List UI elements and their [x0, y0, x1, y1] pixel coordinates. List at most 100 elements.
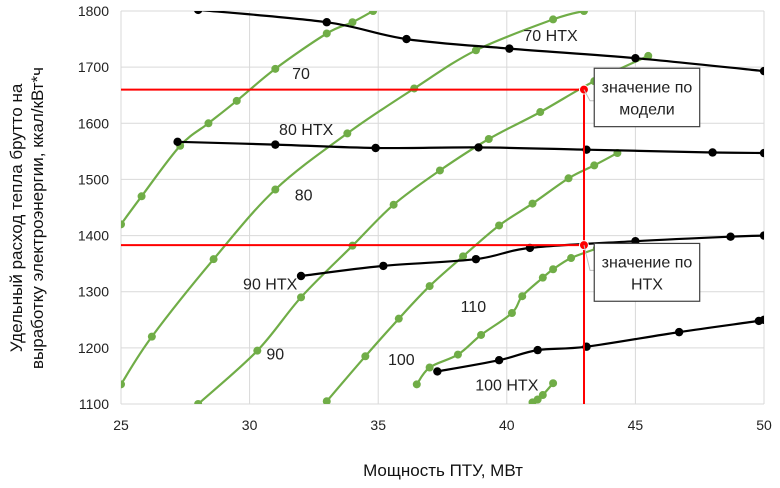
- y-tick-label: 1400: [78, 228, 109, 244]
- callout-text: значение по: [602, 254, 693, 271]
- callout-leader: [583, 89, 595, 102]
- efficiency-point: [271, 185, 280, 194]
- ntx-point: [759, 231, 764, 240]
- y-tick-label: 1200: [78, 340, 109, 356]
- efficiency-point: [137, 192, 146, 201]
- curve-label: 110: [461, 299, 487, 316]
- callout-text: НТХ: [631, 276, 663, 293]
- curve-label: 70: [292, 66, 310, 83]
- ntx-point: [471, 254, 481, 264]
- efficiency-point: [394, 314, 403, 323]
- y-axis-label-line1: Удельный расход тепла брутто на: [7, 83, 26, 352]
- ntx-point: [379, 261, 388, 271]
- efficiency-point: [121, 380, 125, 389]
- efficiency-point: [204, 119, 213, 128]
- y-axis-label-line2: выработку электроэнергии, ккал/кВт*ч: [28, 67, 47, 369]
- efficiency-point: [579, 11, 588, 15]
- callouts: значение по модели значение по НТХ: [583, 67, 701, 302]
- ntx-curves: [173, 11, 764, 376]
- efficiency-point: [528, 199, 537, 208]
- efficiency-point: [361, 352, 370, 361]
- y-tick-label: 1700: [78, 59, 109, 75]
- efficiency-curve: [415, 247, 598, 386]
- efficiency-point: [471, 46, 480, 55]
- curve-label: 70 НТХ: [523, 28, 578, 45]
- curve-label: 100 НТХ: [475, 377, 538, 394]
- efficiency-point: [297, 293, 306, 302]
- efficiency-point: [147, 332, 156, 341]
- ntx-point: [194, 11, 203, 15]
- efficiency-point: [425, 282, 434, 291]
- efficiency-point: [518, 292, 527, 301]
- ntx-point: [505, 44, 514, 53]
- efficiency-point: [253, 346, 262, 355]
- x-tick-label: 40: [499, 417, 515, 433]
- efficiency-point: [644, 51, 653, 60]
- efficiency-point: [389, 200, 398, 209]
- ntx-point: [674, 327, 684, 337]
- efficiency-curves: [121, 11, 653, 404]
- y-tick-label: 1300: [78, 284, 109, 300]
- ntx-curve: [177, 140, 764, 155]
- efficiency-point: [538, 273, 547, 282]
- efficiency-point: [536, 108, 545, 117]
- curve-label: 100: [388, 352, 415, 369]
- efficiency-point: [549, 265, 558, 274]
- red-marker: [578, 84, 589, 95]
- ntx-curve: [198, 11, 764, 73]
- efficiency-point: [533, 395, 542, 404]
- ntx-point: [631, 53, 640, 63]
- callout-leader: [583, 244, 595, 271]
- curve-label: 80 НТХ: [279, 122, 334, 139]
- efficiency-point: [495, 221, 504, 230]
- y-tick-label: 1500: [78, 171, 109, 187]
- x-axis-label: Мощность ПТУ, МВт: [363, 461, 523, 480]
- efficiency-point: [348, 18, 357, 27]
- ntx-point: [708, 148, 717, 157]
- ntx-point: [271, 140, 280, 149]
- ntx-point: [433, 367, 442, 376]
- ntx-point: [494, 356, 504, 365]
- x-tick-label: 30: [242, 417, 258, 433]
- efficiency-point: [507, 309, 516, 318]
- efficiency-point: [343, 129, 352, 138]
- ntx-point: [726, 232, 735, 241]
- x-tick-label: 25: [113, 417, 129, 433]
- efficiency-point: [549, 15, 558, 24]
- efficiency-point: [459, 252, 468, 261]
- ntx-point: [759, 66, 764, 76]
- y-tick-label: 1600: [78, 115, 109, 131]
- efficiency-point: [412, 380, 421, 389]
- efficiency-point: [567, 254, 576, 263]
- callout-box: [593, 67, 701, 128]
- ntx-point: [402, 34, 411, 44]
- ntx-point: [322, 18, 331, 27]
- grid: [120, 10, 765, 405]
- callout-text: модели: [619, 101, 675, 118]
- ntx-curve: [437, 318, 764, 373]
- efficiency-point: [209, 255, 218, 264]
- efficiency-point: [410, 84, 419, 93]
- efficiency-point: [549, 379, 558, 388]
- ntx-point: [173, 137, 182, 147]
- efficiency-curve: [325, 152, 618, 402]
- x-tick-label: 45: [628, 417, 644, 433]
- curve-label: 80: [295, 188, 313, 205]
- efficiency-point: [435, 166, 444, 175]
- efficiency-point: [322, 29, 331, 38]
- curve-label: 90 НТХ: [243, 276, 298, 293]
- efficiency-point: [538, 391, 547, 400]
- curve-label: 90: [266, 346, 284, 363]
- efficiency-point: [271, 64, 280, 73]
- ntx-point: [759, 315, 764, 324]
- ntx-point: [371, 143, 380, 153]
- efficiency-point: [477, 330, 486, 339]
- efficiency-curve: [121, 11, 374, 225]
- efficiency-point: [194, 400, 203, 404]
- callout-text: значение по: [602, 79, 693, 96]
- ntx-point: [296, 271, 306, 281]
- red-guides: [121, 84, 589, 404]
- x-tick-label: 50: [756, 417, 772, 433]
- callout-box: [593, 242, 701, 302]
